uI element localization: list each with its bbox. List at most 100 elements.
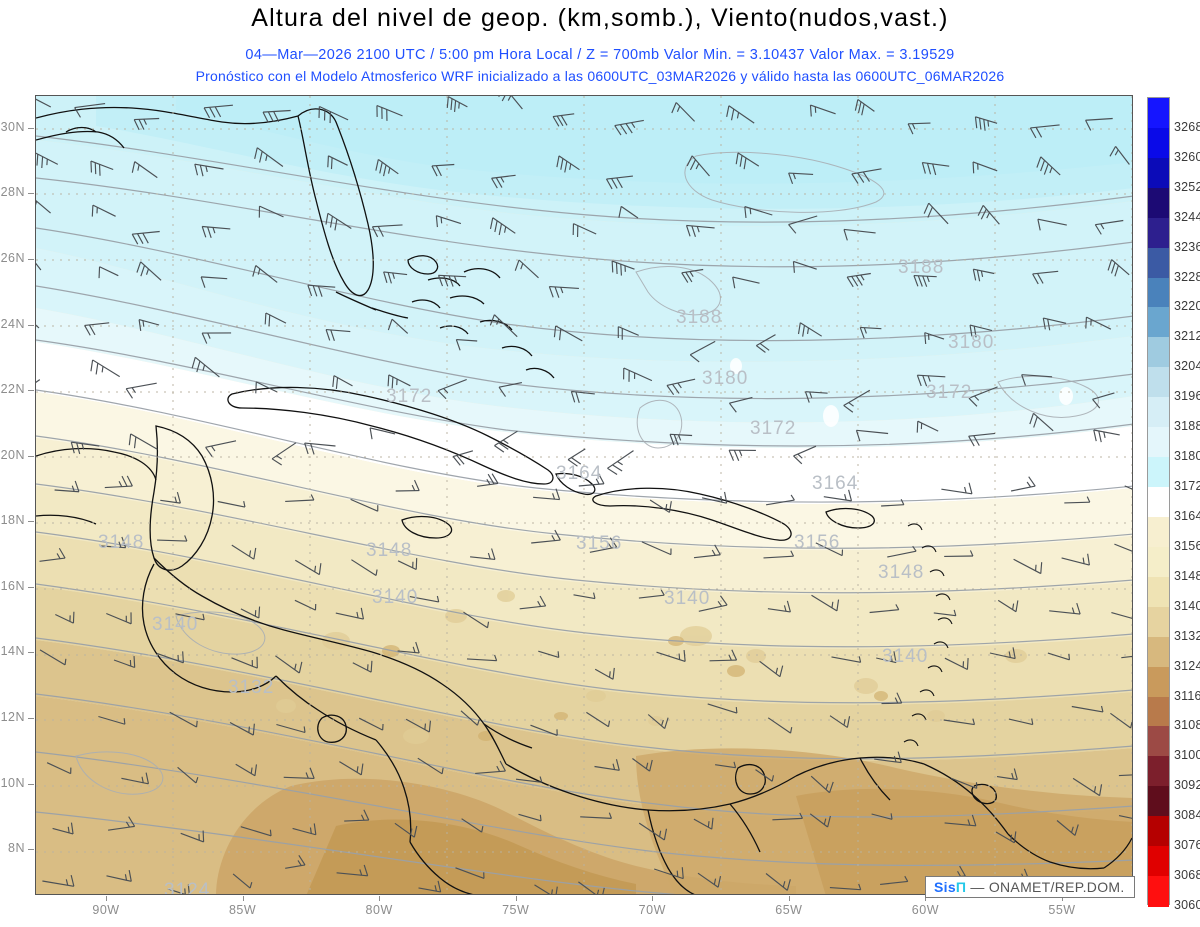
header-subtitle-run-info: 04—Mar—2026 2100 UTC / 5:00 pm Hora Loca… (245, 47, 955, 63)
colorbar-tick-label: 3156 (1174, 538, 1200, 553)
wind-barb (594, 759, 620, 771)
wind-barb (1107, 259, 1130, 277)
wind-barb (175, 613, 205, 621)
lon-label-70w: 70W (638, 903, 666, 917)
wind-barb (318, 105, 349, 124)
contour-label: 3156 (576, 533, 622, 554)
wind-barb (697, 872, 722, 888)
colorbar-swatch (1148, 726, 1169, 757)
wind-barb (131, 230, 160, 245)
contour-label: 3140 (664, 588, 710, 609)
wind-barb (231, 544, 257, 560)
colorbar-tick-label: 3132 (1174, 628, 1200, 643)
wind-barb (418, 880, 442, 893)
colorbar-swatch (1148, 247, 1169, 279)
wind-barb (671, 102, 696, 122)
wind-barb (829, 715, 851, 728)
wind-barb (701, 491, 728, 504)
wind-barb (843, 389, 871, 413)
wind-barb (989, 647, 1016, 660)
lon-tick (106, 896, 107, 901)
wind-barb (693, 544, 721, 559)
wind-barb (804, 391, 828, 403)
wind-barb (876, 651, 897, 664)
colorbar-tick-label: 3236 (1174, 239, 1200, 254)
wind-barb (533, 488, 561, 501)
lat-tick (28, 324, 34, 326)
wind-barb (128, 433, 158, 450)
colorbar[interactable] (1147, 97, 1170, 907)
wind-barb (943, 718, 976, 726)
wind-barb (36, 379, 41, 393)
wind-barb (594, 667, 615, 680)
wind-barb (1042, 317, 1067, 331)
wind-barb (1029, 412, 1054, 432)
wind-barb (350, 498, 379, 512)
lon-tick (1061, 896, 1063, 901)
colorbar-swatch (1148, 846, 1169, 877)
colorbar-swatch (1148, 277, 1169, 309)
colorbar-swatch (1148, 516, 1169, 548)
colorbar-tick-label: 3164 (1174, 508, 1200, 523)
colorbar-swatch (1148, 666, 1169, 698)
colorbar-swatch (1148, 876, 1169, 907)
wind-barb (283, 767, 315, 779)
colorbar-tick-label: 3084 (1174, 808, 1200, 823)
wind-barb (285, 494, 315, 502)
wind-barb (191, 356, 220, 378)
wind-barb (685, 224, 715, 237)
wind-barb (262, 109, 291, 123)
wind-barb (201, 225, 231, 238)
contour-label: 3188 (676, 307, 722, 328)
contour-label: 3132 (228, 677, 274, 698)
wind-barb (133, 117, 160, 131)
colorbar-tick-label: 3124 (1174, 658, 1200, 673)
lat-tick (28, 849, 34, 851)
lon-label-85w: 85W (228, 903, 257, 917)
colorbar-swatch (1148, 217, 1169, 249)
colorbar-tick-label: 3108 (1174, 718, 1200, 733)
wind-barb (276, 723, 306, 734)
wind-barb (344, 809, 370, 822)
wind-barb (437, 378, 467, 400)
wind-barb (491, 174, 516, 189)
wind-barb (514, 259, 539, 279)
wind-barb (108, 816, 136, 831)
contour-label: 3140 (152, 614, 198, 635)
wind-barb (656, 650, 686, 663)
colorbar-swatch (1148, 98, 1169, 129)
wind-barb (1092, 392, 1115, 409)
wind-barb (977, 205, 1000, 225)
colorbar-tick-label: 3212 (1174, 329, 1200, 344)
wind-barb (759, 660, 784, 678)
lon-label-55w: 55W (1048, 903, 1076, 917)
wind-barb (232, 873, 253, 889)
colorbar-tick-label: 3148 (1174, 568, 1200, 583)
contour-label: 3124 (164, 880, 210, 895)
map-canvas[interactable]: 3188 3188 3180 3180 3172 3172 3172 3164 3164 3156… (35, 95, 1133, 895)
wind-barb (498, 96, 523, 110)
lat-tick (28, 717, 34, 719)
wind-barb (1109, 146, 1130, 165)
colorbar-swatch (1148, 606, 1169, 638)
wind-barb (1111, 612, 1132, 620)
contour-label: 3148 (98, 532, 144, 553)
wind-barb (489, 314, 518, 338)
lat-tick (28, 521, 34, 523)
wind-barb (809, 104, 836, 117)
wind-barb (156, 651, 184, 664)
wind-barb (1071, 705, 1104, 713)
badge-pi-icon: Π (955, 879, 967, 895)
lat-label-22n: 22N (0, 382, 25, 397)
wind-barb (1036, 156, 1061, 176)
wind-barb (84, 322, 110, 336)
lat-tick (28, 127, 34, 129)
wind-barb (231, 656, 258, 669)
colorbar-swatch (1148, 397, 1169, 428)
colorbar-tick-label: 3244 (1174, 209, 1200, 224)
wind-barb (924, 332, 945, 345)
wind-barb (1121, 654, 1132, 659)
lon-tick (515, 896, 517, 901)
wind-barb (339, 761, 364, 776)
wind-barb (607, 450, 634, 475)
